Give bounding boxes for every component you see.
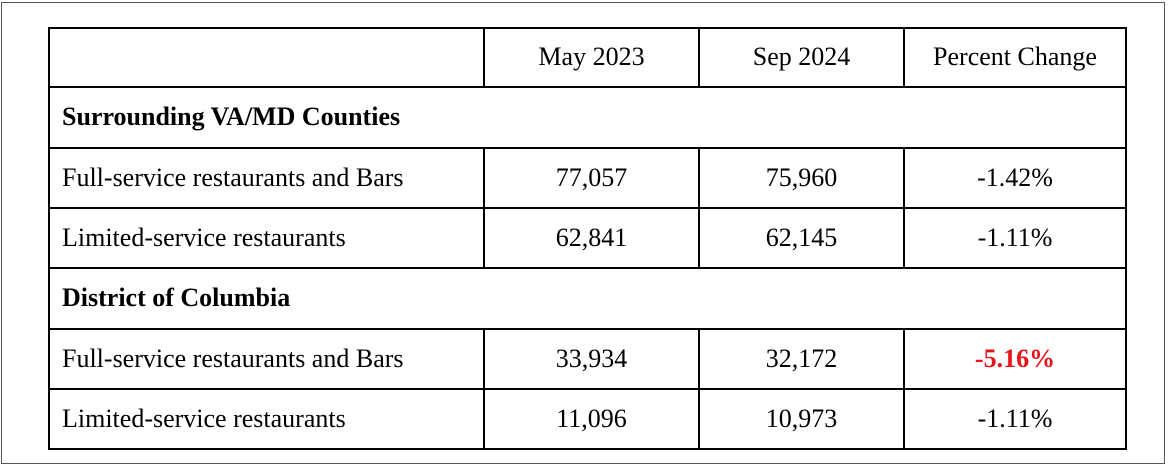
cell-percent-change: -1.42% xyxy=(903,147,1127,209)
cell-percent-change: -1.11% xyxy=(903,207,1127,269)
highlighted-value: -5.16% xyxy=(974,343,1056,373)
cell-sep-2024: 62,145 xyxy=(698,207,905,269)
table-row: Full-service restaurants and Bars 77,057… xyxy=(48,147,1127,209)
screenshot-frame: May 2023 Sep 2024 Percent Change Surroun… xyxy=(1,2,1165,464)
employment-table: May 2023 Sep 2024 Percent Change Surroun… xyxy=(48,27,1127,450)
section-row-dc: District of Columbia xyxy=(48,267,1127,330)
header-cell-sep-2024: Sep 2024 xyxy=(698,27,905,88)
table-row: Limited-service restaurants 11,096 10,97… xyxy=(48,388,1127,450)
row-label: Limited-service restaurants xyxy=(48,207,485,269)
row-label: Limited-service restaurants xyxy=(48,388,485,450)
cell-percent-change-highlight: -5.16% xyxy=(903,328,1127,390)
row-label: Full-service restaurants and Bars xyxy=(48,147,485,209)
table-header-row: May 2023 Sep 2024 Percent Change xyxy=(48,27,1127,88)
cell-percent-change: -1.11% xyxy=(903,388,1127,450)
cell-sep-2024: 10,973 xyxy=(698,388,905,450)
table-row: Limited-service restaurants 62,841 62,14… xyxy=(48,207,1127,269)
header-cell-percent-change: Percent Change xyxy=(903,27,1127,88)
cell-may-2023: 11,096 xyxy=(483,388,700,450)
row-label: Full-service restaurants and Bars xyxy=(48,328,485,390)
cell-may-2023: 77,057 xyxy=(483,147,700,209)
section-title: District of Columbia xyxy=(48,267,1127,330)
section-title: Surrounding VA/MD Counties xyxy=(48,86,1127,149)
cell-may-2023: 33,934 xyxy=(483,328,700,390)
cell-may-2023: 62,841 xyxy=(483,207,700,269)
section-row-va-md: Surrounding VA/MD Counties xyxy=(48,86,1127,149)
header-cell-may-2023: May 2023 xyxy=(483,27,700,88)
cell-sep-2024: 75,960 xyxy=(698,147,905,209)
header-cell-empty xyxy=(48,27,485,88)
cell-sep-2024: 32,172 xyxy=(698,328,905,390)
table-row: Full-service restaurants and Bars 33,934… xyxy=(48,328,1127,390)
